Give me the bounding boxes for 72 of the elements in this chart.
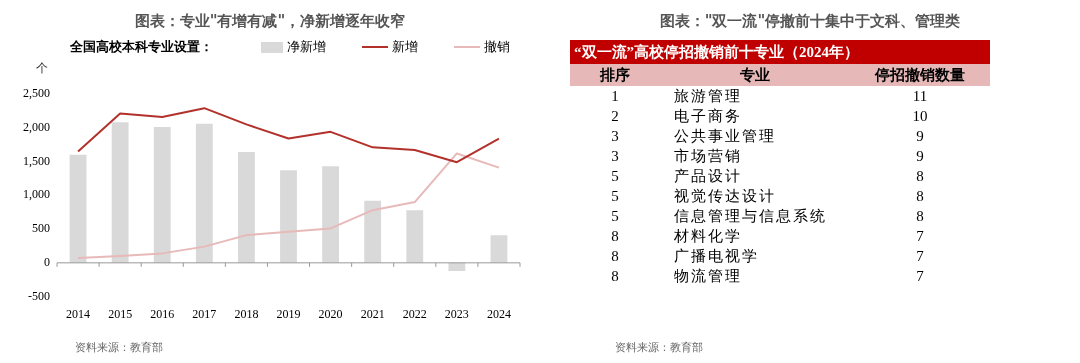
category-label: 旅游管理 [673, 86, 743, 106]
category-label: 市场营销 [673, 146, 743, 166]
chart-title: 图表：专业"有增有减"，净新增逐年收窄 [133, 12, 407, 32]
category-label: 产品设计 [673, 166, 743, 186]
bar [280, 170, 297, 263]
y-axis-title: 个 [36, 61, 48, 75]
category-label: 公共事业管理 [673, 126, 777, 146]
x-tick-label: 2023 [444, 306, 469, 321]
data-label: 9 [915, 146, 925, 166]
bar [237, 152, 255, 263]
text: “双一流”高校停招撤销前十专业（2024年） [570, 40, 990, 64]
category-label: 信息管理与信息系统 [673, 206, 828, 226]
text: 排序 [570, 64, 660, 86]
category-label: 广播电视学 [673, 246, 760, 266]
bar [490, 235, 508, 263]
category-label: 视觉传达设计 [673, 186, 777, 206]
data-label: 8 [915, 186, 925, 206]
x-tick-label: 2015 [108, 306, 133, 321]
y-tick-label: 1,000 [23, 187, 50, 202]
bar [448, 262, 466, 271]
category-label: 物流管理 [673, 266, 743, 286]
y-tick-label: 0 [44, 254, 50, 269]
bar [406, 210, 424, 263]
x-tick-label: 2021 [360, 306, 385, 321]
data-label: 11 [911, 86, 929, 106]
data-label: 8 [915, 166, 925, 186]
data-label: 8 [610, 226, 620, 246]
x-tick-label: 2024 [486, 306, 511, 321]
x-tick-label: 2014 [66, 306, 91, 321]
data-label: 10 [911, 106, 929, 126]
x-tick-label: 2017 [192, 306, 217, 321]
text: 资料来源：教育部 [615, 340, 703, 355]
data-label: 3 [610, 146, 620, 166]
text: 专业 [660, 64, 850, 86]
y-tick-label: 2,500 [23, 86, 50, 101]
text: 图表："双一流"停撤前十集中于文科、管理类 [658, 12, 962, 32]
data-label: 5 [610, 186, 620, 206]
bar [195, 123, 213, 263]
y-tick-label: 1,500 [23, 153, 50, 168]
y-tick-label: 2,000 [23, 119, 50, 134]
x-tick-label: 2022 [402, 306, 427, 321]
text: 停招撤销数量 [850, 64, 990, 86]
x-tick-label: 2018 [234, 306, 259, 321]
data-label: 2 [610, 106, 620, 126]
x-tick-label: 2020 [318, 306, 343, 321]
data-label: 9 [915, 126, 925, 146]
category-label: 电子商务 [673, 106, 743, 126]
bar [364, 200, 382, 263]
data-label: 8 [610, 246, 620, 266]
legend-title: 全国高校本科专业设置： [70, 38, 213, 56]
text: 资料来源：教育部 [75, 340, 163, 355]
data-label: 5 [610, 166, 620, 186]
bar [153, 127, 171, 263]
legend-label: 净新增 [287, 38, 326, 56]
data-label: 1 [610, 86, 620, 106]
data-label: 8 [610, 266, 620, 286]
data-label: 7 [915, 266, 925, 286]
data-label: 7 [915, 246, 925, 266]
legend-label: 新增 [392, 38, 418, 56]
data-label: 8 [915, 206, 925, 226]
bar [111, 122, 129, 263]
legend-label: 撤销 [484, 38, 510, 56]
category-label: 材料化学 [673, 226, 743, 246]
data-label: 7 [915, 226, 925, 246]
data-label: 5 [610, 206, 620, 226]
bar [69, 154, 87, 263]
x-tick-label: 2016 [150, 306, 175, 321]
y-tick-label: 500 [32, 221, 50, 236]
y-tick-label: -500 [28, 288, 50, 303]
x-tick-label: 2019 [276, 306, 301, 321]
data-label: 3 [610, 126, 620, 146]
bar [322, 166, 340, 263]
